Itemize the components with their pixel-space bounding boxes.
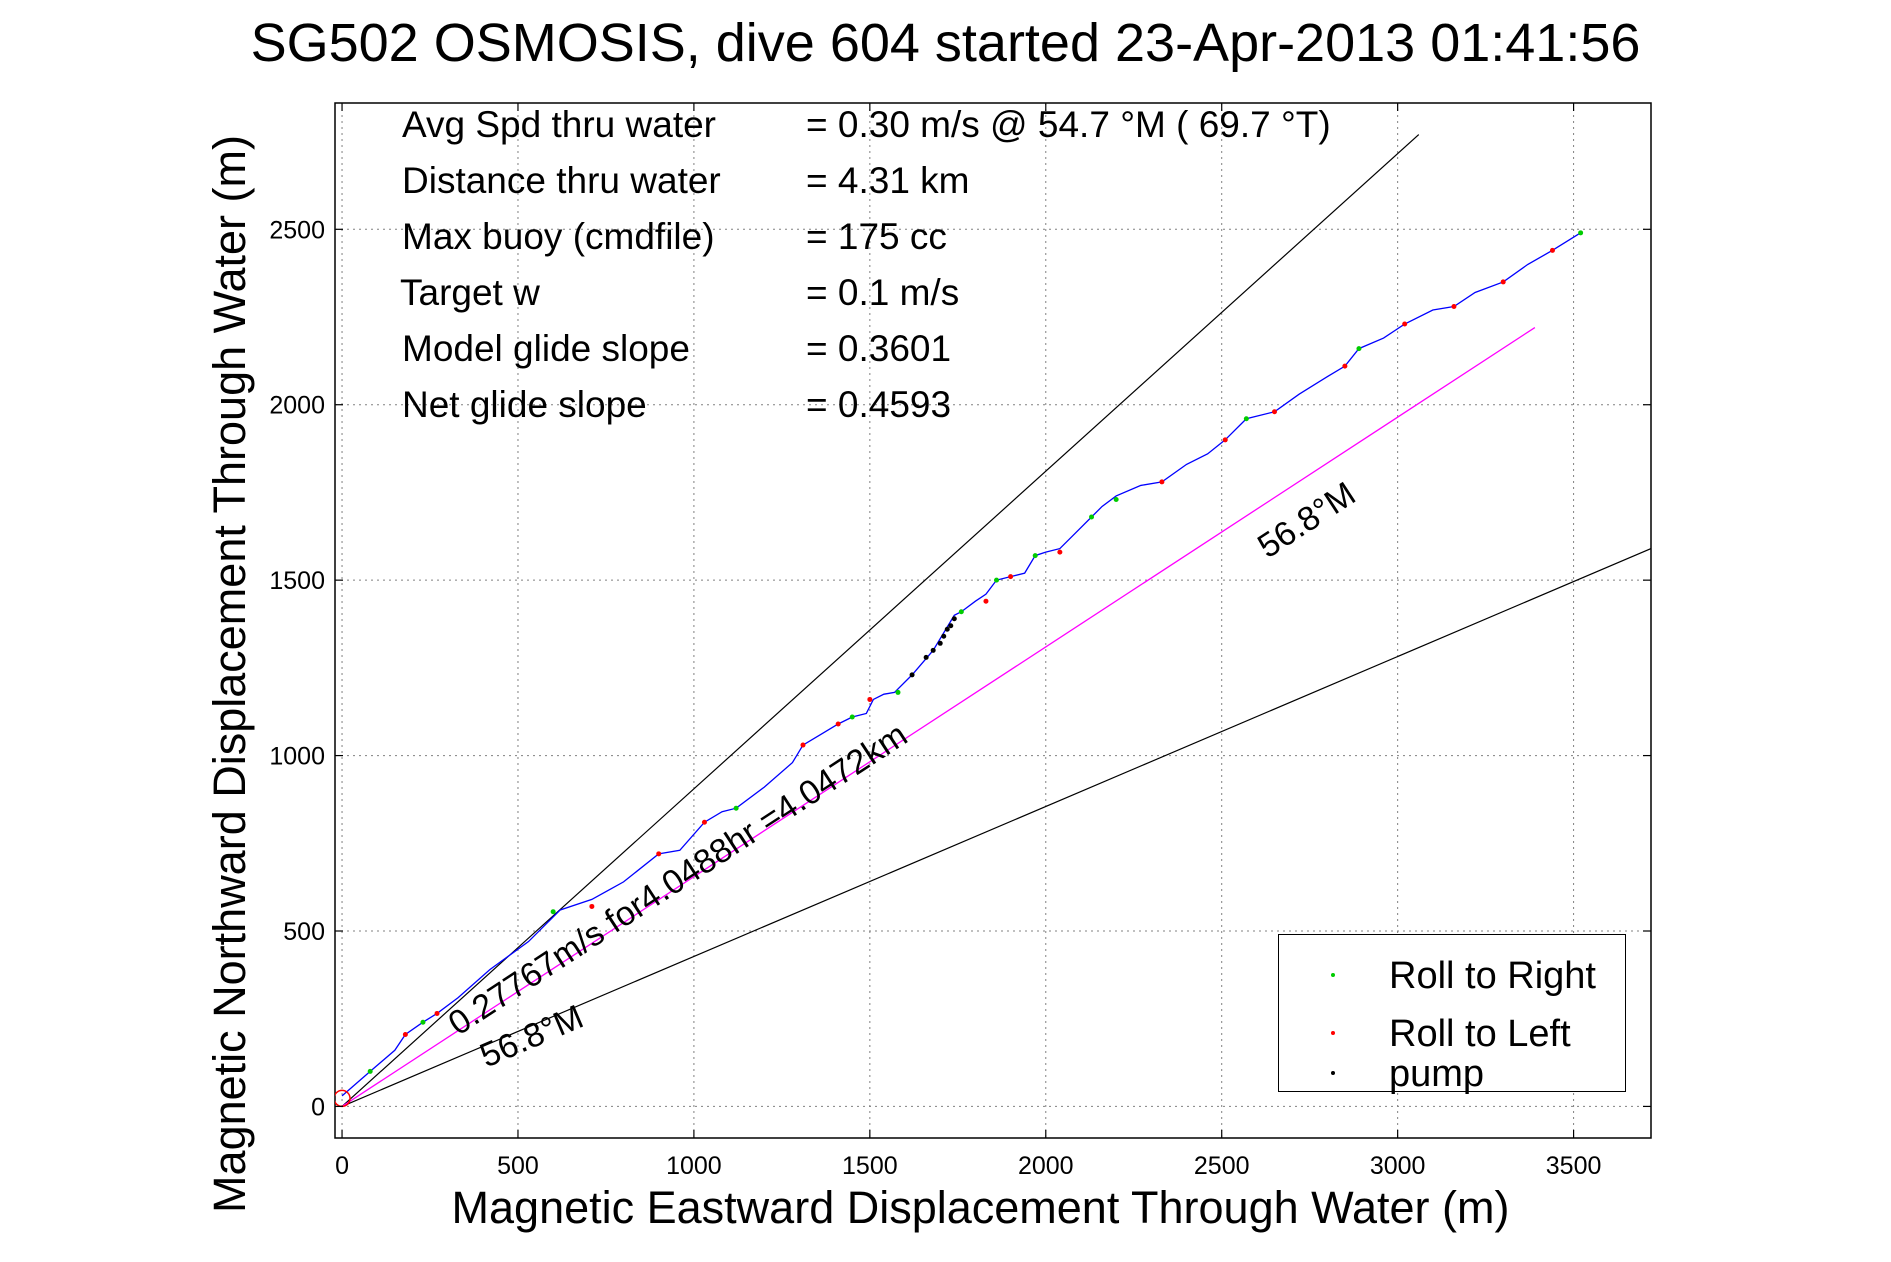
marker-roll-right (1113, 496, 1119, 502)
marker-roll-left (1451, 303, 1457, 309)
marker-roll-right (1243, 416, 1249, 422)
markers (367, 230, 1584, 1074)
marker-roll-left (867, 696, 873, 702)
legend-label-roll-left: Roll to Left (1389, 1013, 1571, 1055)
grid-lines (335, 103, 1651, 1138)
marker-roll-left (983, 598, 989, 604)
marker-pump (948, 623, 954, 629)
legend-marker-pump (1331, 1071, 1335, 1075)
marker-roll-left (402, 1032, 408, 1037)
x-tick-label: 1500 (842, 1152, 898, 1180)
marker-roll-left (1402, 321, 1408, 327)
x-tick-label: 3500 (1546, 1152, 1602, 1180)
info-label-max-buoy: Max buoy (cmdfile) (402, 216, 715, 257)
marker-roll-left (656, 851, 662, 857)
info-label-model-glide: Model glide slope (402, 328, 690, 369)
chart-title: SG502 OSMOSIS, dive 604 started 23-Apr-2… (250, 13, 1641, 73)
marker-roll-left (589, 903, 595, 909)
y-tick-label: 2000 (269, 392, 325, 420)
marker-roll-left (1057, 549, 1063, 555)
legend-item-pump: pump (1279, 1053, 1625, 1095)
marker-roll-right (367, 1068, 373, 1074)
axis-ticks: 0 500 1000 1500 2000 2500 3000 3500 0 500 1000 1500… (269, 103, 1651, 1180)
info-value-distance: = 4.31 km (806, 160, 970, 201)
legend-marker-roll-left (1331, 1031, 1335, 1035)
info-label-avg-speed: Avg Spd thru water (402, 104, 716, 145)
legend-marker-roll-right (1331, 973, 1335, 977)
y-axis-label: Magnetic Northward Displacement Through … (204, 135, 255, 1213)
info-value-target-w: = 0.1 m/s (806, 272, 960, 313)
info-label-net-glide: Net glide slope (402, 384, 647, 425)
y-tick-label: 500 (283, 918, 325, 946)
info-value-avg-speed: = 0.30 m/s @ 54.7 °M ( 69.7 °T) (806, 104, 1331, 145)
x-tick-label: 1000 (666, 1152, 722, 1180)
chart-legend: Roll to Right Roll to Left pump (1278, 934, 1626, 1095)
info-label-target-w: Target w (400, 272, 540, 313)
series-line-heading (341, 326, 1536, 1107)
marker-roll-left (1271, 409, 1277, 415)
marker-pump (944, 626, 950, 632)
marker-roll-right (1578, 230, 1584, 236)
marker-pump (941, 633, 947, 639)
marker-roll-left (1008, 574, 1014, 580)
info-value-max-buoy: = 175 cc (806, 216, 947, 257)
marker-pump (930, 647, 936, 653)
marker-roll-left (835, 721, 841, 727)
marker-pump (937, 640, 943, 646)
y-tick-label: 1500 (269, 567, 325, 595)
marker-roll-right (849, 714, 855, 720)
x-axis-label: Magnetic Eastward Displacement Through W… (451, 1182, 1510, 1233)
x-tick-label: 500 (497, 1152, 539, 1180)
y-tick-label: 0 (311, 1093, 325, 1121)
marker-roll-left (800, 742, 806, 748)
legend-item-roll-right: Roll to Right (1279, 955, 1625, 997)
x-tick-label: 0 (335, 1152, 349, 1180)
x-tick-label: 3000 (1370, 1152, 1426, 1180)
marker-roll-left (1500, 279, 1506, 285)
legend-item-roll-left: Roll to Left (1279, 1013, 1625, 1055)
marker-roll-right (1032, 553, 1038, 559)
marker-roll-right (420, 1019, 426, 1025)
x-tick-label: 2000 (1018, 1152, 1074, 1180)
guide-line (341, 134, 1420, 1107)
marker-roll-left (1222, 437, 1228, 443)
marker-roll-right (550, 909, 556, 915)
legend-label-roll-right: Roll to Right (1389, 955, 1596, 997)
marker-roll-right (733, 805, 739, 811)
info-label-distance: Distance thru water (402, 160, 721, 201)
marker-roll-right (895, 689, 901, 695)
marker-roll-left (434, 1010, 440, 1016)
y-tick-label: 2500 (269, 216, 325, 244)
marker-roll-right (1089, 514, 1095, 520)
info-value-model-glide: = 0.3601 (806, 328, 952, 369)
marker-roll-left (1342, 363, 1348, 369)
marker-roll-right (994, 577, 1000, 583)
guide-line (341, 548, 1651, 1107)
marker-pump (909, 672, 915, 678)
marker-roll-left (1159, 479, 1165, 485)
marker-pump (923, 654, 929, 660)
series-line-track (341, 232, 1581, 1097)
marker-roll-left (1549, 247, 1555, 253)
info-value-net-glide: = 0.4593 (806, 384, 952, 425)
legend-label-pump: pump (1389, 1053, 1485, 1095)
y-tick-label: 1000 (269, 743, 325, 771)
guide-lines (341, 134, 1651, 1107)
marker-roll-right (1356, 346, 1362, 352)
marker-roll-right (958, 609, 964, 615)
marker-pump (951, 616, 957, 622)
x-tick-label: 2500 (1194, 1152, 1250, 1180)
marker-roll-left (701, 819, 707, 825)
